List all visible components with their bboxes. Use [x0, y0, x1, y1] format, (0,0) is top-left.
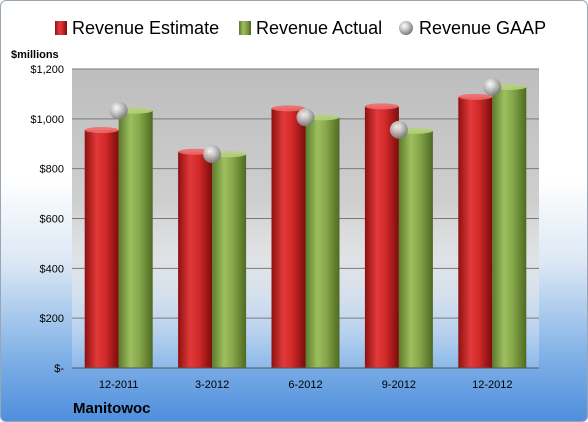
legend-label-estimate: Revenue Estimate: [72, 18, 219, 38]
bar-estimate: [364, 106, 399, 368]
x-tick-label: 3-2012: [195, 379, 229, 391]
bar-estimate: [84, 130, 119, 368]
legend-swatch-gaap: [399, 21, 413, 35]
y-tick-label: $200: [40, 313, 64, 325]
y-tick-label: $800: [40, 164, 64, 176]
gaap-marker: [389, 120, 408, 139]
bar-estimate-top: [271, 105, 306, 112]
gaap-marker: [296, 108, 315, 127]
y-axis-unit-label: $millions: [11, 49, 59, 61]
bar-estimate-top: [364, 103, 399, 110]
gaap-marker: [483, 77, 502, 96]
bar-actual: [212, 154, 247, 368]
bar-estimate-top: [84, 127, 119, 134]
bars: [84, 83, 527, 368]
gaap-marker: [109, 101, 128, 120]
x-tick-label: 12-2011: [99, 379, 139, 391]
legend-swatch-actual: [239, 21, 251, 35]
bar-estimate: [458, 96, 493, 368]
y-tick-label: $1,000: [30, 114, 64, 126]
y-tick-label: $600: [40, 214, 64, 226]
gaap-marker: [203, 145, 222, 164]
legend-label-gaap: Revenue GAAP: [419, 18, 546, 38]
y-tick-label: $1,200: [30, 64, 64, 76]
legend-label-actual: Revenue Actual: [256, 18, 382, 38]
gaap-markers: [109, 77, 502, 164]
bar-actual: [492, 86, 527, 368]
bar-actual: [118, 110, 153, 368]
x-axis-ticks: 12-2011 3-2012 6-2012 9-2012 12-2012: [99, 379, 513, 391]
y-tick-label: $-: [54, 363, 64, 375]
bar-actual: [305, 117, 340, 368]
legend-swatch-estimate: [55, 21, 67, 35]
y-axis-ticks: $- $200 $400 $600 $800 $1,000 $1,200: [30, 64, 64, 375]
x-tick-label: 12-2012: [472, 379, 512, 391]
bar-actual: [398, 130, 433, 368]
legend: Revenue Estimate Revenue Actual Revenue …: [55, 18, 546, 38]
bar-estimate: [178, 151, 213, 368]
x-tick-label: 6-2012: [288, 379, 322, 391]
company-name: Manitowoc: [73, 400, 151, 417]
y-tick-label: $400: [40, 263, 64, 275]
x-tick-label: 9-2012: [382, 379, 416, 391]
bar-estimate: [271, 108, 306, 368]
bar-estimate-top: [458, 93, 493, 100]
